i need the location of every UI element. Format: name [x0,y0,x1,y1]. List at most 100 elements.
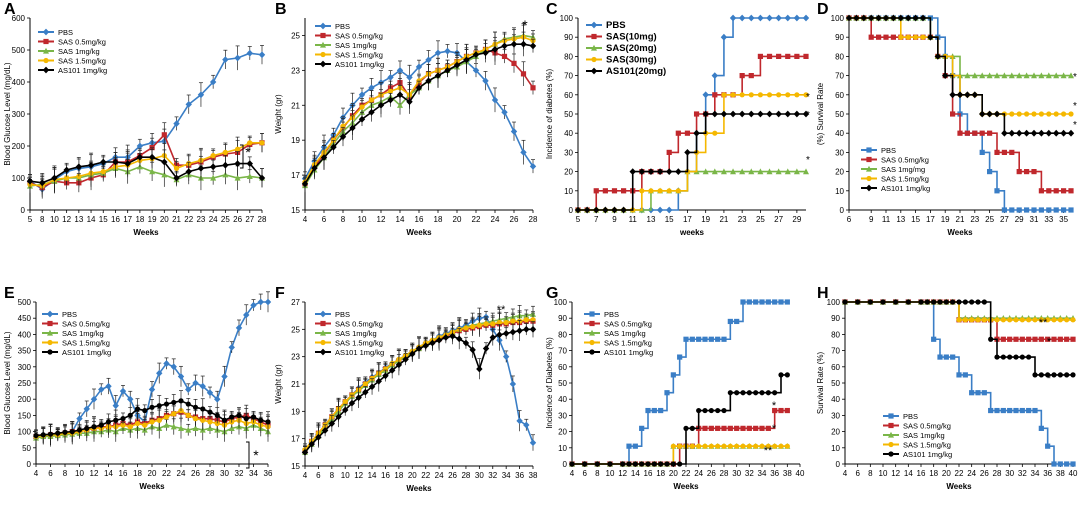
series-as101-1mg-kg [569,372,790,467]
x-tick-label: 38 [529,471,538,480]
x-tick-label: 34 [758,469,767,478]
data-point [759,443,765,449]
legend-item-label: SAS 0.5mg/kg [604,320,652,329]
data-point [529,42,537,50]
data-point [950,354,956,360]
data-point [1007,354,1013,360]
significance-star: * [253,447,259,463]
y-tick-label: 500 [12,46,26,55]
legend-swatch-marker [866,165,872,172]
y-tick-label: 50 [558,379,567,388]
data-point [651,407,657,414]
data-point [964,91,971,99]
data-point [209,78,217,86]
data-point [1057,461,1063,467]
data-point [375,377,382,385]
data-point [173,165,180,171]
x-tick-label: 4 [303,471,308,480]
data-point [463,56,470,64]
data-point [200,406,206,412]
data-point [442,334,450,341]
data-point [69,429,75,435]
x-tick-label: 11 [882,215,891,224]
significance-star: * [772,400,777,412]
x-tick-label: 30 [732,469,741,478]
y-tick-label: 350 [18,347,32,356]
x-tick-label: 17 [926,215,935,224]
x-tick-label: 26 [448,471,457,480]
legend-item-label: AS101 1mg/kg [62,348,111,357]
series-line [578,55,806,211]
x-axis-label: Weeks [947,228,973,237]
data-point [90,395,98,403]
data-point [1019,354,1025,360]
data-point [192,425,199,431]
data-point [149,419,155,425]
data-point [1051,336,1057,342]
data-point [988,407,994,414]
x-tick-label: 11 [629,215,638,224]
y-axis-label: Incidence of diabetes (%) [545,69,554,160]
data-point [1051,372,1057,378]
y-tick-label: 150 [18,411,32,420]
data-point [931,299,937,305]
data-point [759,390,765,396]
y-tick-label: 80 [831,330,840,339]
data-point [222,161,229,169]
data-point [482,345,490,352]
y-tick-label: 60 [831,363,840,372]
y-tick-label: 0 [569,206,574,215]
data-point [740,299,746,305]
data-point [1007,336,1013,342]
data-point [221,417,228,423]
data-point [784,168,791,175]
data-point [611,188,618,194]
series-pbs [569,299,790,467]
data-point [727,443,733,449]
data-point [730,92,736,98]
data-point [406,73,413,81]
legend-swatch-marker [590,21,598,29]
y-tick-label: 50 [831,379,840,388]
data-point [1007,407,1013,414]
data-point [1045,129,1052,137]
significance-star: * [806,92,810,103]
data-point [1031,111,1037,117]
x-tick-label: 26 [233,215,242,224]
data-point [666,206,673,214]
data-point [33,432,39,439]
x-tick-label: 26 [980,469,989,478]
data-point [1016,72,1023,79]
x-tick-label: 8 [330,471,335,480]
data-point [330,143,337,151]
y-tick-label: 0 [836,460,841,469]
data-point [530,85,536,91]
x-tick-label: 30 [220,469,229,478]
y-tick-label: 30 [835,148,844,157]
legend-item-label: AS101 1mg/kg [604,348,653,357]
data-point [880,299,886,305]
data-point [1064,461,1070,467]
data-point [793,110,801,118]
data-point [664,461,670,467]
x-tick-label: 23 [196,215,205,224]
legend-item-label: SAS(20mg) [606,43,657,54]
data-point [516,417,523,425]
data-point [950,299,956,305]
y-tick-label: 100 [831,14,845,23]
chart-svg-e: E 0 50 100 150 200 250 300 350 400 450 500 4 6 8 10 12 14… [3,285,273,491]
data-point [496,331,503,339]
data-point [969,390,975,396]
data-point [971,91,978,99]
data-point [765,390,771,396]
data-point [509,328,517,336]
data-point [200,417,206,423]
data-point [406,98,413,106]
legend-item-label: SAS(10mg) [606,32,657,43]
legend-item-label: SAS 1mg/kg [335,41,377,50]
x-tick-label: 5 [28,215,33,224]
legend-item-label: PBS [903,412,918,421]
data-point [957,130,963,136]
x-tick-label: 32 [235,469,244,478]
